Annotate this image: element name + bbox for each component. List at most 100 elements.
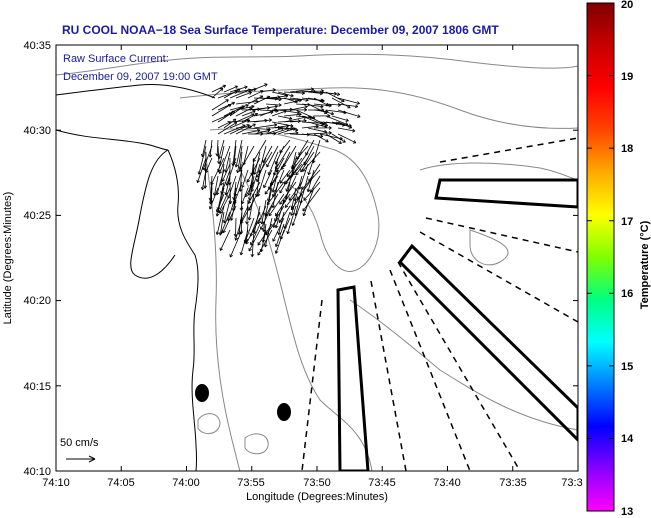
- current-vector: [229, 119, 250, 129]
- current-vector-head: [215, 153, 218, 157]
- current-vector: [233, 181, 243, 205]
- current-vector-head: [257, 193, 261, 197]
- current-vector-head: [286, 125, 290, 128]
- colorbar-tick-label: 20: [621, 0, 633, 11]
- current-vector-head: [311, 88, 314, 92]
- current-vector-head: [230, 218, 234, 221]
- y-axis-label: Latitude (Degrees:Minutes): [2, 192, 14, 325]
- current-vector: [235, 217, 243, 241]
- current-vector-head: [345, 120, 349, 122]
- current-vector-head: [291, 93, 294, 97]
- current-vector: [248, 193, 255, 221]
- current-vector-head: [255, 99, 259, 102]
- x-tick-label: 73:45: [368, 477, 396, 489]
- current-vector-head: [246, 104, 249, 108]
- current-vector-head: [264, 244, 268, 248]
- current-vector-head: [197, 171, 200, 175]
- current-vector: [211, 85, 226, 93]
- current-vector-head: [271, 189, 274, 193]
- current-vector-head: [245, 221, 248, 225]
- current-vector: [235, 123, 256, 135]
- current-vector: [291, 193, 303, 211]
- current-vector-head: [343, 112, 347, 115]
- current-vector: [258, 145, 267, 173]
- current-vector-head: [232, 102, 235, 106]
- current-vector: [337, 127, 356, 132]
- colorbar-tick-label: 13: [621, 506, 633, 518]
- y-tick-label: 40:20: [23, 295, 51, 307]
- current-vector-head: [290, 213, 294, 216]
- current-vector: [325, 91, 345, 102]
- current-vector-head: [266, 198, 269, 202]
- current-vector-head: [250, 107, 253, 111]
- current-vector-head: [224, 191, 227, 196]
- y-tick-label: 40:15: [23, 381, 51, 393]
- current-vector: [264, 217, 273, 248]
- current-vector: [217, 102, 235, 111]
- current-vector-head: [289, 116, 293, 120]
- current-vector: [217, 121, 238, 135]
- current-vector-head: [257, 130, 261, 133]
- current-vector-head: [324, 129, 328, 133]
- current-vector-head: [295, 129, 299, 132]
- current-vector-head: [208, 201, 211, 205]
- current-vector-head: [261, 221, 265, 225]
- current-vector: [290, 157, 297, 178]
- current-vector: [240, 205, 249, 223]
- current-vector-head: [260, 221, 263, 225]
- current-vector-head: [275, 110, 279, 113]
- current-vector: [301, 90, 324, 93]
- current-vector: [216, 169, 225, 196]
- current-vector: [289, 88, 314, 93]
- current-vector-head: [218, 232, 221, 236]
- current-vector: [308, 163, 321, 182]
- current-vector-head: [279, 181, 284, 184]
- current-vector-head: [220, 230, 222, 234]
- current-vector-head: [254, 172, 257, 175]
- current-vector-head: [244, 85, 248, 87]
- current-vector-head: [303, 197, 305, 201]
- coastline-bay-shore: [56, 129, 169, 151]
- current-vector: [248, 169, 255, 196]
- current-vector: [262, 145, 273, 163]
- current-vector: [241, 129, 260, 135]
- current-vector: [225, 151, 231, 173]
- current-vector: [235, 107, 253, 117]
- current-vector: [241, 169, 249, 188]
- current-vector: [217, 110, 235, 123]
- current-vector: [267, 181, 273, 202]
- current-vector: [308, 157, 315, 175]
- current-vector: [302, 151, 321, 172]
- current-vector-head: [241, 184, 243, 188]
- current-vector-head: [263, 243, 266, 248]
- current-vector-head: [236, 169, 238, 173]
- current-vector-head: [248, 217, 252, 221]
- current-vector-head: [304, 106, 308, 109]
- coastline: [56, 83, 216, 471]
- current-vector-head: [352, 130, 356, 133]
- current-vector-head: [208, 206, 211, 210]
- current-vector: [319, 109, 334, 115]
- current-vector: [284, 193, 297, 208]
- current-vector-head: [253, 110, 256, 114]
- current-vector-head: [328, 132, 332, 135]
- current-vector-head: [253, 123, 256, 128]
- current-vector-head: [219, 232, 223, 236]
- current-vector: [250, 223, 261, 246]
- current-vector-head: [241, 106, 244, 110]
- current-vector: [210, 187, 213, 205]
- current-vector-head: [298, 98, 302, 101]
- current-vector: [294, 175, 303, 202]
- current-vector-head: [277, 231, 279, 235]
- current-vector-head: [356, 103, 360, 105]
- contour-line-outer-shelf: [349, 299, 578, 431]
- current-vector-head: [273, 133, 277, 136]
- current-vector-head: [303, 116, 307, 120]
- current-vector-head: [293, 128, 296, 131]
- current-vector-head: [226, 99, 229, 103]
- current-vector-head: [257, 253, 261, 256]
- current-vector-head: [231, 163, 234, 167]
- current-vector: [229, 124, 250, 135]
- colorbar-tick-label: 19: [621, 71, 633, 83]
- current-vector: [261, 199, 267, 225]
